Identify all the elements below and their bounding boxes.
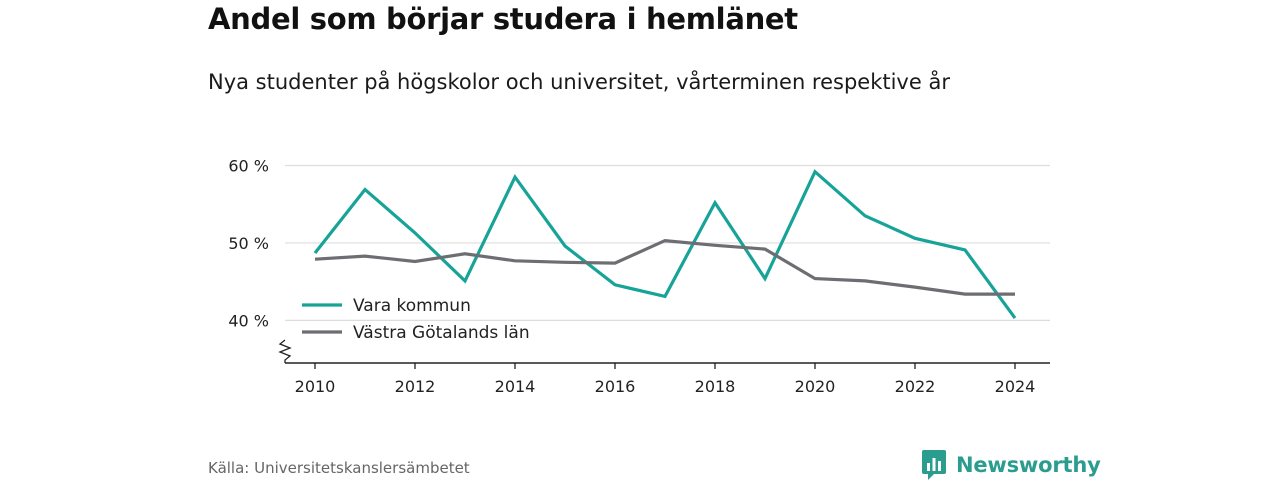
x-tick-label: 2020 xyxy=(795,377,836,396)
y-tick-label: 50 % xyxy=(228,234,269,253)
x-tick-label: 2012 xyxy=(395,377,436,396)
x-tick-label: 2022 xyxy=(895,377,936,396)
x-tick-label: 2024 xyxy=(995,377,1036,396)
y-tick-label: 60 % xyxy=(228,156,269,175)
series-line-vastra-gotalands-lan xyxy=(314,238,1015,296)
x-tick-label: 2018 xyxy=(695,377,736,396)
newsworthy-logo-icon xyxy=(922,450,946,480)
source-note: Källa: Universitetskanslersämbetet xyxy=(208,459,470,477)
axis-break-icon xyxy=(278,339,292,363)
chart-title: Andel som börjar studera i hemlänet xyxy=(208,2,798,36)
x-tick-label: 2016 xyxy=(595,377,636,396)
brand-name: Newsworthy xyxy=(956,453,1101,477)
chart-subtitle: Nya studenter på högskolor och universit… xyxy=(208,70,950,94)
y-tick-label: 40 % xyxy=(228,311,269,330)
legend-label-vastra-gotalands-lan: Västra Götalands län xyxy=(353,323,530,343)
x-tick-label: 2014 xyxy=(495,377,536,396)
legend-label-vara-kommun: Vara kommun xyxy=(353,296,471,316)
x-tick-label: 2010 xyxy=(295,377,336,396)
brand-logo: Newsworthy xyxy=(922,450,1101,480)
line-chart: 40 % 50 % 60 % 2010 2012 2014 2016 2018 2020 2022… xyxy=(228,156,1050,396)
